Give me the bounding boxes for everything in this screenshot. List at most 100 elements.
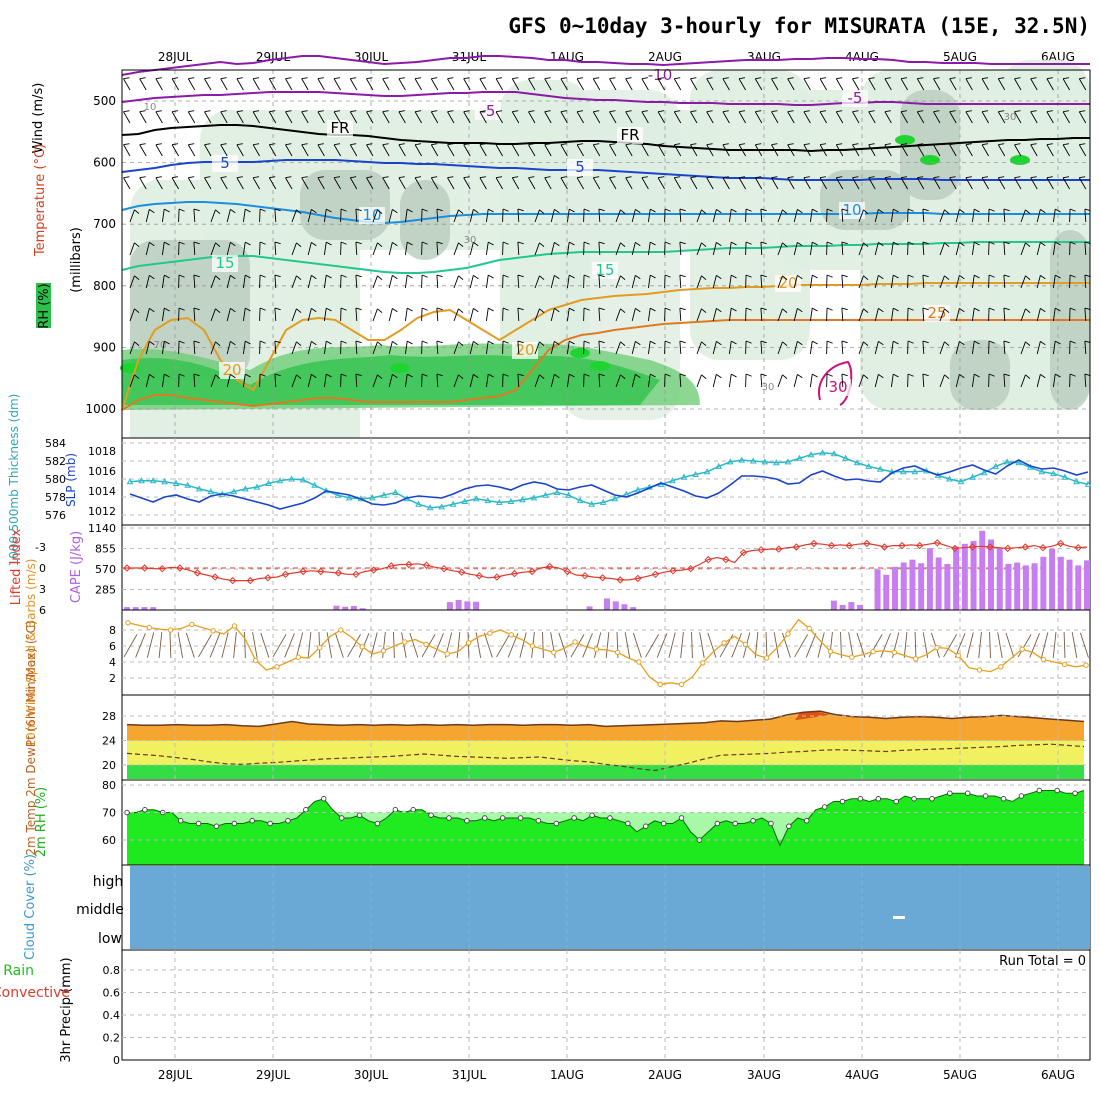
wind-barb — [1040, 209, 1046, 214]
wind-barb — [377, 341, 383, 346]
cloud-cover-fill — [130, 866, 1090, 949]
wind-barb — [171, 177, 179, 190]
wind-barb — [874, 275, 879, 289]
thickness-point — [899, 468, 907, 475]
wind-barb — [421, 208, 428, 212]
wind-barb — [210, 341, 216, 355]
wind-barb — [922, 242, 925, 256]
wind-barb — [534, 341, 540, 355]
wind-barb — [161, 209, 165, 223]
wind-barb — [1030, 111, 1038, 124]
wind-barb — [139, 176, 146, 179]
wind-barb — [1046, 176, 1053, 179]
li-point — [563, 567, 572, 576]
wind-barb — [820, 176, 827, 179]
rh-contour-label: 30 — [464, 235, 477, 246]
wind-barb — [598, 308, 601, 322]
wind-barb — [647, 209, 651, 223]
wind-barb — [1071, 632, 1078, 658]
wind-barb — [973, 340, 980, 345]
wind-barb — [145, 341, 150, 355]
wind-barb — [1080, 632, 1089, 658]
wind-barb — [436, 373, 443, 377]
wind-barb — [782, 341, 788, 346]
wind-barb — [712, 275, 717, 289]
wind-barb — [178, 208, 185, 212]
wind-barb — [577, 176, 584, 179]
wind-barb — [771, 78, 779, 91]
wind-barb — [625, 176, 632, 179]
dewpoint-line — [126, 743, 1085, 772]
wind-barb — [690, 143, 697, 146]
wind-barb — [593, 110, 600, 113]
wind-barb — [1046, 110, 1053, 113]
wind-barb — [404, 275, 408, 289]
wind-barb — [760, 209, 763, 223]
wind-barb — [519, 632, 527, 658]
wind-barb — [690, 78, 698, 91]
thickness-point — [1061, 473, 1069, 480]
wind-barb — [712, 308, 717, 322]
li-point — [616, 576, 624, 584]
li-line — [127, 542, 1088, 582]
precip-legend-convective: Convective — [0, 985, 70, 1001]
wind-barb — [884, 143, 891, 146]
wind-barb — [236, 176, 243, 179]
wind-barb — [325, 208, 332, 213]
wind-barb — [673, 144, 682, 157]
wind-barb — [615, 374, 621, 388]
wind-barb — [139, 144, 147, 157]
wind-barb — [161, 275, 165, 289]
cloud-gap — [893, 916, 905, 919]
isotherm-label: 20 — [515, 341, 534, 359]
wind-barb — [301, 143, 308, 146]
wind-barb — [598, 307, 605, 311]
wind-barb — [259, 340, 266, 344]
wind-barb — [458, 209, 464, 214]
wind-barb — [878, 275, 884, 280]
wind-barb — [900, 177, 908, 190]
wind-barb — [511, 78, 520, 91]
top-date-label: 28JUL — [158, 50, 193, 64]
wind-barb — [878, 308, 884, 313]
wind-barb — [738, 144, 746, 157]
wind-barb — [534, 275, 540, 289]
wind-barb — [755, 110, 762, 113]
wind-barb — [809, 275, 813, 289]
wind-barb — [793, 242, 798, 256]
wind-barb — [487, 274, 494, 279]
wind-barb — [382, 111, 390, 124]
wind-barb — [803, 78, 811, 91]
wind-barb — [771, 177, 779, 190]
wind-barb — [874, 341, 879, 355]
li-tick-label: -3 — [35, 541, 46, 554]
wind-barb — [393, 631, 395, 659]
wind-barb — [415, 176, 422, 179]
wind-barb — [635, 275, 641, 280]
panel-frame — [121, 949, 1091, 1061]
wind-barb — [922, 241, 929, 245]
cape-bar — [1049, 548, 1056, 610]
wind-barb — [922, 374, 925, 388]
rh-point — [517, 815, 524, 821]
wind-barb — [528, 177, 536, 190]
wind-barb — [570, 634, 585, 658]
wind-barb — [334, 143, 341, 146]
wind-barb — [771, 110, 778, 113]
li-point — [1039, 543, 1047, 552]
wind-barb — [679, 208, 686, 212]
wind-barb — [149, 275, 155, 280]
wind-barb — [226, 341, 231, 355]
thickness-point — [1003, 458, 1011, 465]
wind-barb — [534, 308, 540, 322]
wind-barb — [982, 110, 989, 113]
wind-speed-point — [487, 630, 493, 636]
li-point — [493, 573, 501, 581]
wind-barb — [609, 143, 616, 146]
thickness-point — [288, 475, 295, 482]
wind-barb — [517, 242, 520, 256]
wind-barb — [922, 373, 929, 377]
wind-barb — [431, 77, 438, 80]
wind-barb — [707, 632, 717, 658]
wind-barb — [139, 111, 147, 124]
